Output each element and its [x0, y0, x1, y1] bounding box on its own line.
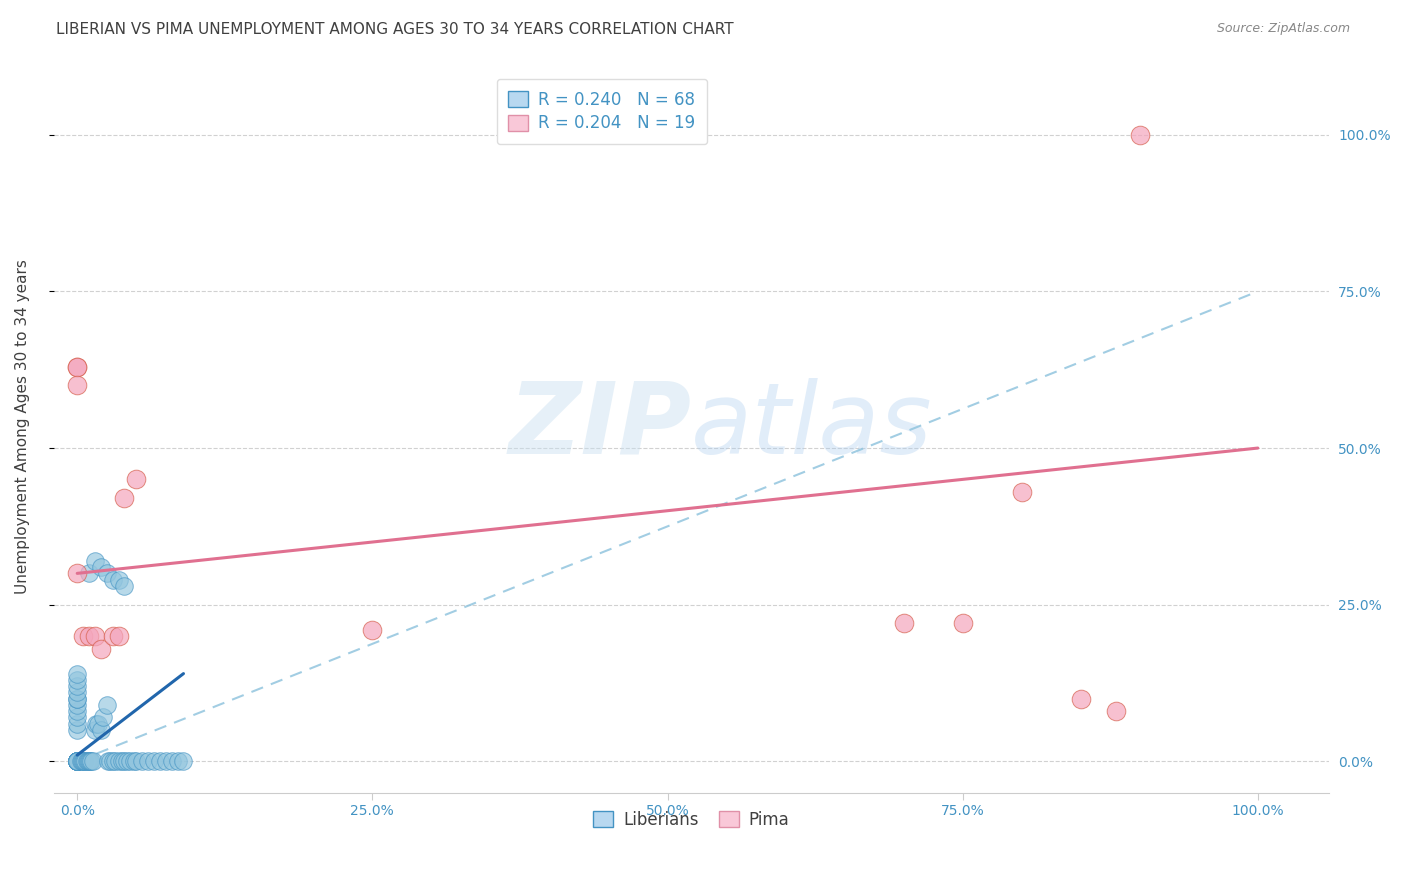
Point [107, 755, 129, 769]
Point [111, 755, 134, 769]
Point [96, 566, 118, 581]
Point [96, 698, 118, 712]
Point [66, 755, 89, 769]
Point [90, 641, 112, 656]
Point [1070, 691, 1092, 706]
Point [66, 704, 89, 718]
Text: atlas: atlas [692, 377, 932, 475]
Point [66, 755, 89, 769]
Point [66, 755, 89, 769]
Point [66, 666, 89, 681]
Point [66, 755, 89, 769]
Point [77, 629, 100, 643]
Point [90, 560, 112, 574]
Point [66, 755, 89, 769]
Point [66, 755, 89, 769]
Point [122, 755, 145, 769]
Point [79, 755, 101, 769]
Point [1129, 128, 1152, 142]
Point [143, 755, 166, 769]
Point [66, 755, 89, 769]
Point [66, 698, 89, 712]
Point [114, 755, 136, 769]
Point [66, 716, 89, 731]
Point [66, 685, 89, 699]
Point [107, 629, 129, 643]
Point [80, 755, 103, 769]
Point [160, 755, 183, 769]
Point [893, 616, 915, 631]
Point [98, 755, 121, 769]
Point [97, 755, 120, 769]
Point [136, 755, 159, 769]
Point [172, 755, 194, 769]
Point [66, 755, 89, 769]
Point [120, 755, 142, 769]
Point [361, 623, 384, 637]
Point [90, 723, 112, 737]
Point [66, 673, 89, 687]
Point [76, 755, 98, 769]
Text: ZIP: ZIP [508, 377, 692, 475]
Point [66, 755, 89, 769]
Point [125, 472, 148, 486]
Point [72, 755, 94, 769]
Point [84, 723, 107, 737]
Point [101, 629, 124, 643]
Point [66, 359, 89, 374]
Point [73, 755, 96, 769]
Point [72, 629, 94, 643]
Point [77, 755, 100, 769]
Point [66, 691, 89, 706]
Point [66, 755, 89, 769]
Point [104, 755, 127, 769]
Point [66, 755, 89, 769]
Point [131, 755, 153, 769]
Point [84, 554, 107, 568]
Point [84, 629, 107, 643]
Point [66, 755, 89, 769]
Y-axis label: Unemployment Among Ages 30 to 34 years: Unemployment Among Ages 30 to 34 years [15, 259, 30, 593]
Point [166, 755, 188, 769]
Point [66, 710, 89, 724]
Point [66, 378, 89, 392]
Point [76, 755, 98, 769]
Point [952, 616, 974, 631]
Point [115, 755, 138, 769]
Point [114, 579, 136, 593]
Point [66, 691, 89, 706]
Point [66, 723, 89, 737]
Point [84, 716, 107, 731]
Point [1105, 704, 1128, 718]
Point [149, 755, 172, 769]
Point [66, 755, 89, 769]
Point [66, 755, 89, 769]
Point [66, 566, 89, 581]
Point [69, 755, 91, 769]
Point [114, 491, 136, 505]
Point [101, 755, 124, 769]
Point [101, 573, 124, 587]
Point [91, 710, 114, 724]
Legend: Liberians, Pima: Liberians, Pima [586, 805, 796, 836]
Text: Source: ZipAtlas.com: Source: ZipAtlas.com [1216, 22, 1350, 36]
Point [66, 679, 89, 693]
Point [125, 755, 148, 769]
Point [70, 755, 93, 769]
Point [1011, 484, 1033, 499]
Point [82, 755, 104, 769]
Point [87, 716, 110, 731]
Point [155, 755, 177, 769]
Point [66, 359, 89, 374]
Text: LIBERIAN VS PIMA UNEMPLOYMENT AMONG AGES 30 TO 34 YEARS CORRELATION CHART: LIBERIAN VS PIMA UNEMPLOYMENT AMONG AGES… [56, 22, 734, 37]
Point [107, 573, 129, 587]
Point [75, 755, 97, 769]
Point [77, 566, 100, 581]
